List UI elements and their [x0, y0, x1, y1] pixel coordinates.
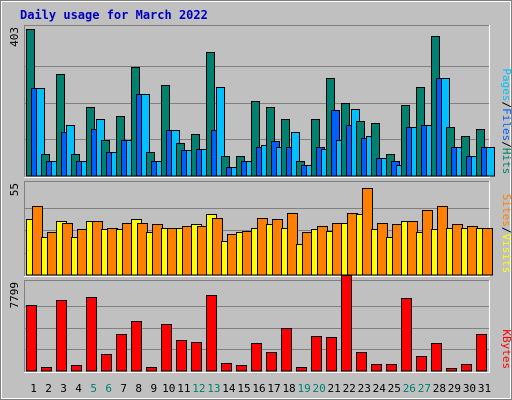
x-tick-label: 19 — [297, 382, 310, 395]
x-tick-label: 3 — [60, 382, 67, 395]
bar-kbytes-day-17 — [266, 352, 277, 372]
bar-pages-day-8 — [141, 94, 150, 177]
x-tick-label: 15 — [237, 382, 250, 395]
bar-kbytes-day-4 — [71, 365, 82, 372]
x-tick-label: 13 — [207, 382, 220, 395]
bar-pages-day-1 — [36, 88, 45, 177]
panel-visits-sites: 55 Sites/Visits — [8, 181, 512, 277]
legend-pages: Pages — [500, 68, 512, 101]
bar-hits-day-13 — [206, 52, 215, 177]
legend-hits: Hits — [500, 148, 512, 175]
x-axis: 1 2 3 4 5 6 7 8 9 10 11 12 13 14 15 16 17 18 19 20 21 22 23 24 2… — [30, 382, 491, 395]
x-tick-label: 28 — [433, 382, 446, 395]
bar-hits-day-24 — [371, 123, 380, 177]
bar-kbytes-day-5 — [86, 297, 97, 372]
x-tick-label: 8 — [135, 382, 142, 395]
bar-hits-day-14 — [221, 156, 230, 177]
bar-kbytes-day-3 — [56, 300, 67, 372]
bar-kbytes-day-15 — [236, 365, 247, 372]
bar-pages-day-13 — [216, 87, 225, 177]
x-tick-label: 21 — [328, 382, 341, 395]
bar-kbytes-day-20 — [311, 336, 322, 372]
bar-kbytes-day-13 — [206, 295, 217, 372]
bar-kbytes-day-7 — [116, 334, 127, 372]
bar-kbytes-day-31 — [476, 334, 487, 372]
x-tick-label: 11 — [177, 382, 190, 395]
bar-kbytes-day-9 — [146, 367, 157, 372]
bar-kbytes-day-16 — [251, 343, 262, 372]
x-tick-label: 1 — [30, 382, 37, 395]
x-tick-label: 16 — [252, 382, 265, 395]
x-tick-label: 31 — [478, 382, 491, 395]
legend-slash: / — [500, 141, 512, 148]
x-tick-label: 10 — [162, 382, 175, 395]
x-tick-label: 18 — [282, 382, 295, 395]
bar-kbytes-day-27 — [416, 356, 427, 372]
bar-kbytes-day-29 — [446, 368, 457, 372]
x-tick-label: 2 — [45, 382, 52, 395]
x-tick-label: 7 — [120, 382, 127, 395]
panel-ymax-label: 55 — [8, 183, 21, 196]
bar-kbytes-day-2 — [41, 367, 52, 372]
bar-kbytes-day-22 — [341, 275, 352, 372]
x-tick-label: 12 — [192, 382, 205, 395]
panel-right-legend: Sites/Visits — [500, 194, 512, 273]
bar-kbytes-day-26 — [401, 298, 412, 372]
x-tick-label: 17 — [267, 382, 280, 395]
x-tick-label: 4 — [75, 382, 82, 395]
bar-kbytes-day-21 — [326, 337, 337, 372]
panel-right-legend: Pages/Files/Hits — [500, 68, 512, 174]
bar-kbytes-day-1 — [26, 305, 37, 372]
legend-visits: Visits — [500, 234, 512, 274]
chart-title: Daily usage for March 2022 — [20, 8, 208, 22]
x-tick-label: 23 — [358, 382, 371, 395]
panel-kbytes: 7799 KBytes — [8, 275, 512, 373]
x-tick-label: 14 — [222, 382, 236, 395]
chart-panels: 403Pages/Files/Hits55Sites/Visits7799KBy… — [8, 25, 512, 373]
x-tick-label: 24 — [373, 382, 387, 395]
legend-files: Files — [500, 108, 512, 141]
panel-ymax-label: 7799 — [8, 282, 21, 309]
bar-pages-day-31 — [486, 147, 495, 177]
bar-hits-day-16 — [251, 101, 260, 177]
x-tick-label: 9 — [150, 382, 157, 395]
bar-kbytes-day-10 — [161, 324, 172, 372]
x-tick-label: 22 — [343, 382, 356, 395]
bar-kbytes-day-23 — [356, 352, 367, 372]
x-tick-label: 26 — [403, 382, 416, 395]
panel-ymax-label: 403 — [8, 27, 21, 47]
bar-pages-day-3 — [66, 125, 75, 177]
bar-kbytes-day-14 — [221, 363, 232, 372]
legend-sites: Sites — [500, 194, 512, 227]
x-tick-label: 27 — [418, 382, 431, 395]
x-tick-label: 5 — [90, 382, 97, 395]
x-tick-label: 30 — [463, 382, 476, 395]
legend-slash: / — [500, 102, 512, 109]
x-tick-label: 25 — [388, 382, 401, 395]
bar-kbytes-day-24 — [371, 364, 382, 372]
bar-kbytes-day-28 — [431, 343, 442, 372]
bar-kbytes-day-6 — [101, 354, 112, 372]
legend-slash: / — [500, 227, 512, 234]
x-tick-label: 6 — [105, 382, 112, 395]
x-tick-label: 20 — [313, 382, 326, 395]
bar-pages-day-18 — [291, 132, 300, 177]
bar-kbytes-day-8 — [131, 321, 142, 372]
bar-kbytes-day-19 — [296, 367, 307, 372]
bar-kbytes-day-11 — [176, 340, 187, 372]
bar-kbytes-day-30 — [461, 364, 472, 372]
bar-kbytes-day-18 — [281, 328, 292, 372]
panel-right-legend: KBytes — [500, 329, 512, 369]
legend-kbytes: KBytes — [500, 329, 512, 369]
bar-kbytes-day-12 — [191, 342, 202, 372]
x-tick-label: 29 — [448, 382, 461, 395]
bar-kbytes-day-25 — [386, 364, 397, 372]
bar-hits-day-3 — [56, 74, 65, 177]
bar-sites-day-31 — [482, 228, 493, 276]
